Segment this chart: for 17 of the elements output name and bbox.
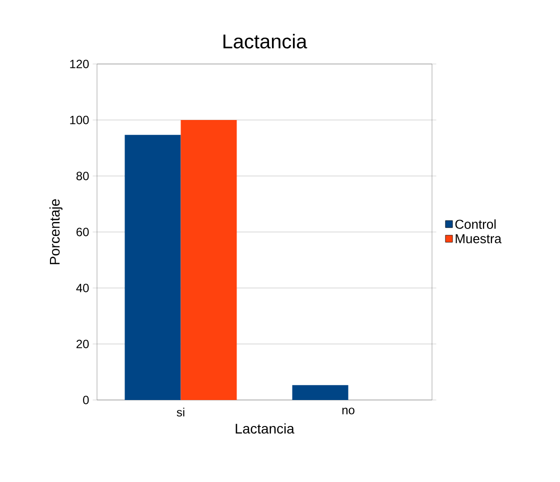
bar (124, 134, 181, 400)
y-tick-label: 60 (76, 228, 89, 236)
y-tick-label: 20 (76, 340, 89, 348)
y-axis-title: Porcentaje (49, 199, 62, 264)
y-tick-label: 40 (76, 284, 89, 292)
chart-title: Lactancia (224, 34, 308, 48)
legend-label: Muestra (456, 234, 502, 244)
x-axis-title: Lactancia (236, 423, 294, 434)
y-tick-label: 100 (70, 116, 89, 124)
x-tick-label: no (342, 408, 354, 414)
x-tick-label: si (176, 408, 184, 417)
y-tick-label: 120 (70, 60, 89, 68)
bar (292, 385, 348, 400)
y-tick-label: 80 (76, 172, 89, 180)
y-tick-label: 0 (83, 396, 89, 404)
bar (180, 120, 237, 400)
legend-label: Control (455, 219, 496, 229)
